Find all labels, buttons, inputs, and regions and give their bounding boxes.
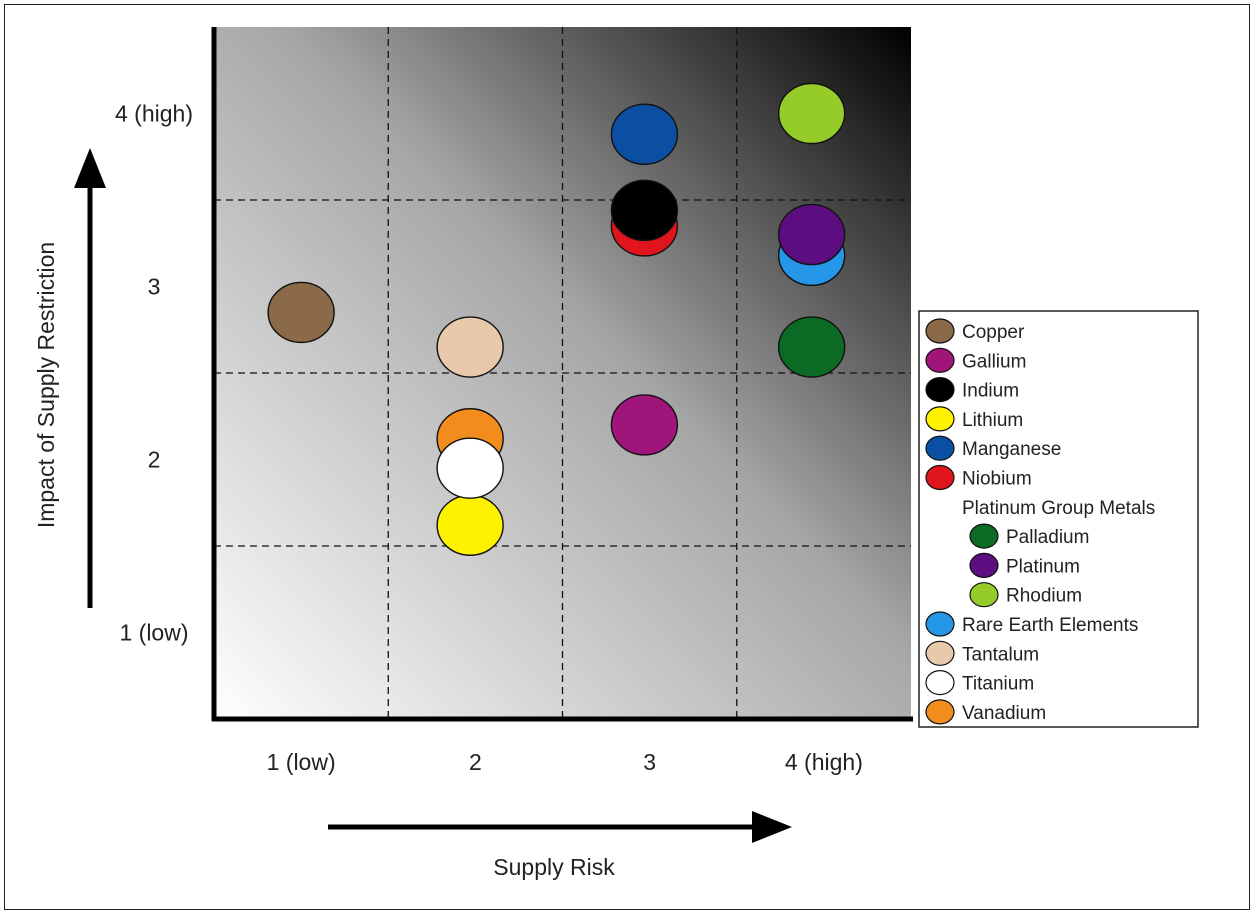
legend-swatch <box>925 406 955 432</box>
legend-label: Platinum Group Metals <box>962 498 1155 519</box>
legend-label: Vanadium <box>962 703 1046 724</box>
y-tick-label: 4 (high) <box>115 101 193 127</box>
legend-swatch <box>969 582 999 608</box>
legend-label: Copper <box>962 322 1025 343</box>
legend-swatch <box>925 699 955 725</box>
data-point-copper <box>267 281 335 344</box>
y-axis-label: Impact of Supply Restriction <box>33 242 59 528</box>
x-axis-arrow <box>328 811 792 843</box>
legend-swatch <box>925 640 955 666</box>
y-axis-arrow <box>74 148 106 608</box>
legend-label: Tantalum <box>962 644 1039 665</box>
legend-label: Palladium <box>1006 527 1089 548</box>
data-point-manganese <box>610 103 679 165</box>
x-tick-label: 1 (low) <box>267 749 336 775</box>
legend-swatch <box>925 464 955 491</box>
legend-box <box>918 310 1199 728</box>
legend-swatch <box>925 669 955 696</box>
legend-label: Manganese <box>962 439 1061 460</box>
legend-swatch <box>925 435 955 461</box>
y-tick-label: 3 <box>148 274 161 300</box>
data-point-tantalum <box>436 316 504 378</box>
legend-swatch <box>969 552 999 579</box>
legend: Copper Gallium Indium Lithium Manganese Niobi… <box>918 310 1199 728</box>
legend-swatch <box>925 318 955 344</box>
data-point-titanium <box>436 437 504 499</box>
data-point-indium <box>610 179 679 242</box>
legend-label: Gallium <box>962 351 1026 372</box>
legend-label: Lithium <box>962 410 1023 431</box>
y-tick-labels: 1 (low) 2 3 4 (high) <box>115 101 193 646</box>
legend-swatch <box>925 377 955 403</box>
y-tick-label: 2 <box>148 447 161 473</box>
y-tick-label: 1 (low) <box>119 620 188 646</box>
data-point-platinum <box>777 203 846 266</box>
data-point-rhodium <box>777 82 846 145</box>
legend-swatch <box>925 611 955 637</box>
legend-label: Niobium <box>962 469 1032 490</box>
data-point-gallium <box>610 394 679 456</box>
legend-label: Rare Earth Elements <box>962 615 1138 636</box>
legend-label: Titanium <box>962 674 1034 695</box>
data-point-lithium <box>436 494 504 556</box>
x-axis-label: Supply Risk <box>493 854 615 880</box>
legend-label: Rhodium <box>1006 586 1082 607</box>
data-points <box>267 82 846 556</box>
x-tick-label: 4 (high) <box>785 749 863 775</box>
legend-label: Indium <box>962 381 1019 402</box>
legend-swatch <box>969 523 999 549</box>
x-tick-label: 3 <box>643 749 656 775</box>
data-point-palladium <box>777 316 846 378</box>
figure-frame <box>4 4 1250 910</box>
legend-swatch <box>925 347 955 373</box>
x-tick-labels: 1 (low) 2 3 4 (high) <box>267 749 863 775</box>
x-tick-label: 2 <box>469 749 482 775</box>
legend-label: Platinum <box>1006 556 1080 577</box>
